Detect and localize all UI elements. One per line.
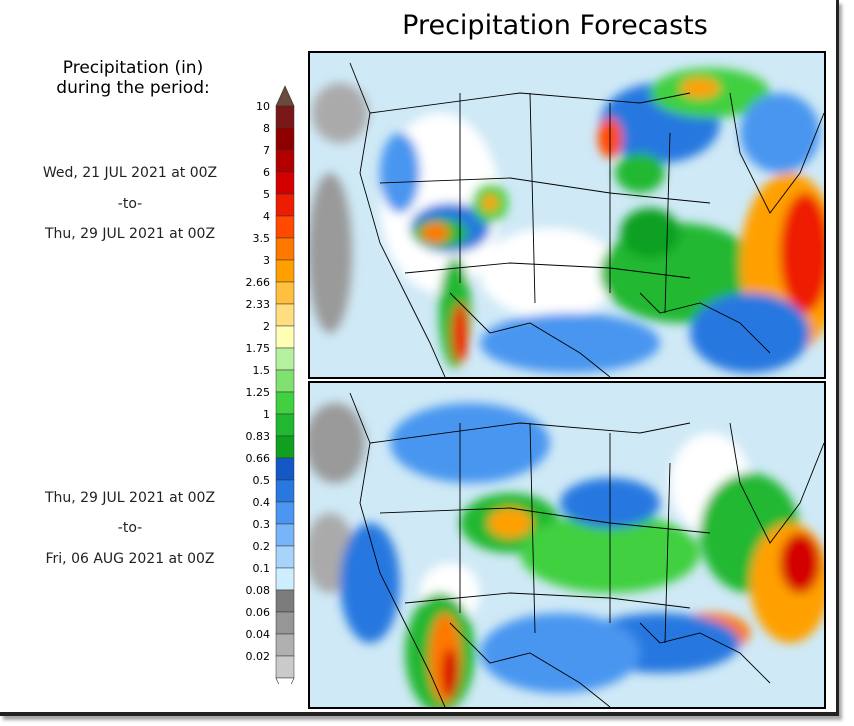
colorbar-bin (275, 281, 295, 305)
colorbar-tick-label: 0.83 (246, 430, 271, 443)
map-week1-canvas (310, 53, 824, 377)
colorbar-bin (275, 589, 295, 613)
colorbar-tick-label: 0.5 (253, 474, 271, 487)
colorbar-bin (275, 435, 295, 459)
colorbar-bin (275, 633, 295, 657)
panel2-start-date: Thu, 29 JUL 2021 at 00Z (44, 490, 216, 506)
colorbar-bin (275, 215, 295, 239)
map-week2-canvas (310, 383, 824, 707)
colorbar-bin (275, 105, 295, 129)
colorbar-top-cap (275, 85, 295, 107)
colorbar-bin (275, 347, 295, 371)
colorbar-bin (275, 391, 295, 415)
colorbar-tick-label: 2 (263, 320, 270, 333)
colorbar-bin (275, 303, 295, 327)
panel1-separator: -to- (117, 196, 143, 212)
colorbar-tick-label: 6 (263, 166, 270, 179)
colorbar-bin (275, 237, 295, 261)
colorbar-tick-label: 1.5 (253, 364, 271, 377)
colorbar-tick-label: 0.08 (246, 584, 271, 597)
colorbar-tick-label: 0.1 (253, 562, 271, 575)
colorbar-bin (275, 171, 295, 195)
colorbar-tick-label: 0.02 (246, 650, 271, 663)
us-boundaries-week2 (349, 392, 824, 707)
colorbar-bottom-cap (275, 677, 295, 684)
colorbar-tick-label: 0.4 (253, 496, 271, 509)
colorbar-tick-label: 0.66 (246, 452, 271, 465)
colorbar-bin (275, 479, 295, 503)
panel2-separator: -to- (117, 520, 143, 536)
panel1-end-date: Thu, 29 JUL 2021 at 00Z (44, 226, 216, 242)
colorbar-tick-label: 3.5 (253, 232, 271, 245)
colorbar-tick-label: 1.25 (246, 386, 271, 399)
forecast-map-week1 (308, 51, 826, 379)
colorbar-tick-label: 0.06 (246, 606, 271, 619)
colorbar-tick-label: 1.75 (246, 342, 271, 355)
legend-title: Precipitation (in) during the period: (18, 58, 248, 98)
colorbar-bin (275, 413, 295, 437)
colorbar-bin (275, 193, 295, 217)
colorbar-tick-label: 5 (263, 188, 270, 201)
panel2-end-date: Fri, 06 AUG 2021 at 00Z (45, 551, 215, 567)
forecast-map-week2 (308, 381, 826, 709)
colorbar-bin (275, 523, 295, 547)
colorbar-bin (275, 259, 295, 283)
colorbar-bin (275, 369, 295, 393)
colorbar-bin (275, 501, 295, 525)
legend-title-line1: Precipitation (in) (62, 58, 204, 78)
colorbar-tick-label: 7 (263, 144, 270, 157)
colorbar-tick-label: 10 (256, 100, 270, 113)
colorbar-bin (275, 611, 295, 635)
colorbar-tick-label: 2.33 (246, 298, 271, 311)
colorbar-bin (275, 325, 295, 349)
precipitation-colorbar: 10 8 7 6 5 4 3.5 3 2.66 2.33 2 1.75 1.5 1.25 1 0.83 0.66… (246, 85, 295, 684)
colorbar-tick-label: 2.66 (246, 276, 271, 289)
colorbar-tick-label: 1 (263, 408, 270, 421)
colorbar-bin (275, 149, 295, 173)
legend-title-line2: during the period: (56, 78, 210, 98)
us-boundaries-week1 (349, 62, 824, 377)
page-title: Precipitation Forecasts (402, 10, 708, 41)
colorbar-tick-label: 0.2 (253, 540, 271, 553)
panel1-start-date: Wed, 21 JUL 2021 at 00Z (42, 165, 218, 181)
colorbar-bin (275, 457, 295, 481)
colorbar-tick-label: 4 (263, 210, 270, 223)
colorbar-bin (275, 545, 295, 569)
colorbar-bin (275, 567, 295, 591)
colorbar-bin (275, 655, 295, 679)
colorbar-bin (275, 127, 295, 151)
colorbar-tick-label: 3 (263, 254, 270, 267)
colorbar-tick-label: 0.04 (246, 628, 271, 641)
colorbar-tick-label: 8 (263, 122, 270, 135)
colorbar-tick-label: 0.3 (253, 518, 271, 531)
